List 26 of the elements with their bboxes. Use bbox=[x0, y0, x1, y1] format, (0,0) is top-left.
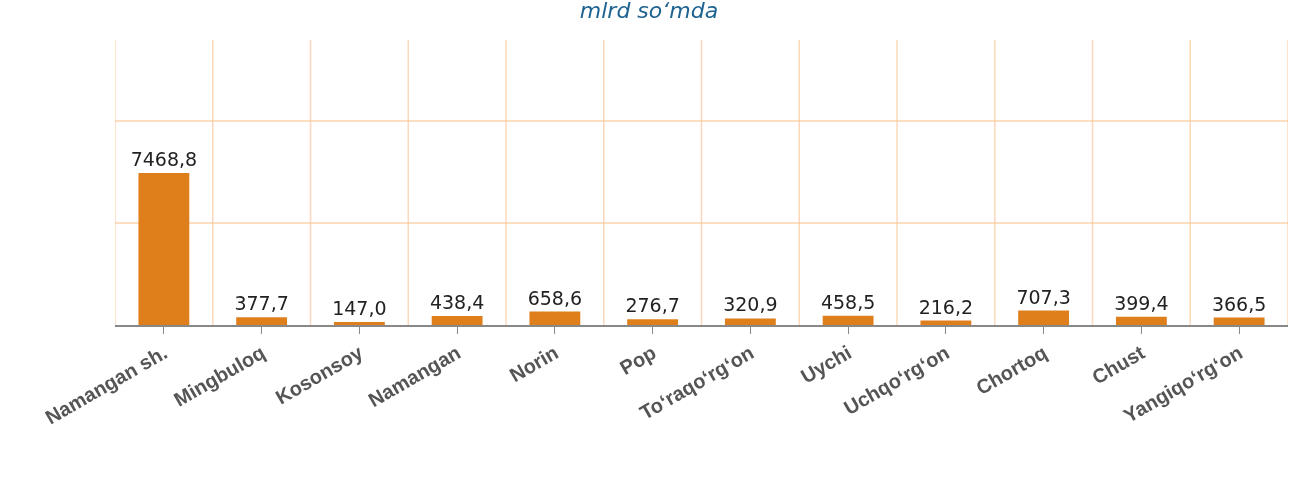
data-label: 707,3 bbox=[1016, 285, 1071, 308]
bar bbox=[1213, 317, 1265, 325]
chart-title: mlrd so‘mda bbox=[579, 0, 719, 23]
data-label: 458,5 bbox=[820, 290, 876, 313]
data-label: 438,4 bbox=[429, 291, 485, 314]
x-tick-label: Norin bbox=[505, 341, 562, 387]
bar bbox=[529, 311, 581, 325]
data-label: 658,6 bbox=[527, 286, 583, 309]
bar bbox=[822, 315, 874, 325]
bar bbox=[431, 316, 483, 325]
bar bbox=[138, 172, 190, 325]
bar bbox=[333, 322, 385, 325]
data-label: 147,0 bbox=[332, 297, 387, 320]
bar bbox=[627, 319, 679, 325]
data-label: 216,2 bbox=[918, 295, 974, 318]
data-label: 399,4 bbox=[1114, 291, 1169, 314]
data-label: 320,9 bbox=[723, 293, 778, 316]
bar bbox=[1115, 316, 1167, 325]
data-label: 276,7 bbox=[625, 294, 680, 317]
bar bbox=[724, 318, 776, 325]
data-label: 366,5 bbox=[1211, 292, 1267, 315]
bar bbox=[1018, 310, 1070, 325]
bar bbox=[920, 320, 972, 325]
data-label: 377,7 bbox=[234, 292, 289, 315]
bar bbox=[236, 317, 288, 325]
data-label: 7468,8 bbox=[130, 147, 198, 170]
